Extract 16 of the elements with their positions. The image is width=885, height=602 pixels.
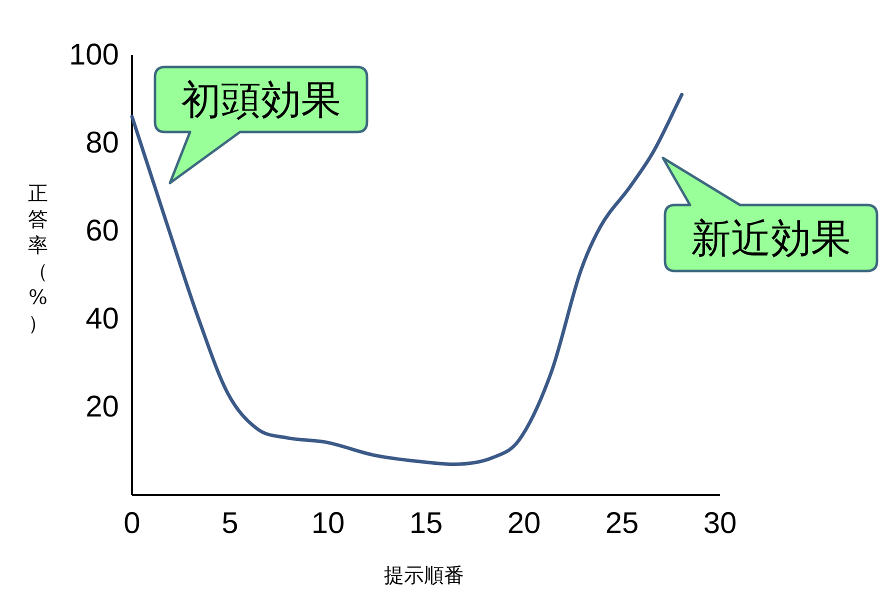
y-tick-label: 20 xyxy=(86,390,119,424)
y-axis-title: 正答率（%） xyxy=(28,181,48,335)
y-tick-label: 40 xyxy=(86,302,119,336)
x-tick-label: 0 xyxy=(124,507,140,540)
annotation: 新近効果 xyxy=(691,217,851,261)
x-tick-label: 20 xyxy=(507,507,541,540)
x-tick-label: 5 xyxy=(222,507,238,540)
x-tick-label: 10 xyxy=(311,507,345,540)
x-tick-label: 30 xyxy=(703,507,737,540)
x-tick-label: 15 xyxy=(409,507,443,540)
annotation: 初頭効果 xyxy=(181,78,341,122)
x-axis-title: 提示順番 xyxy=(384,563,464,587)
y-tick-label: 60 xyxy=(86,214,119,248)
x-tick-label: 25 xyxy=(605,507,639,540)
y-tick-label: 80 xyxy=(86,126,119,160)
y-tick-label: 100 xyxy=(68,38,119,72)
